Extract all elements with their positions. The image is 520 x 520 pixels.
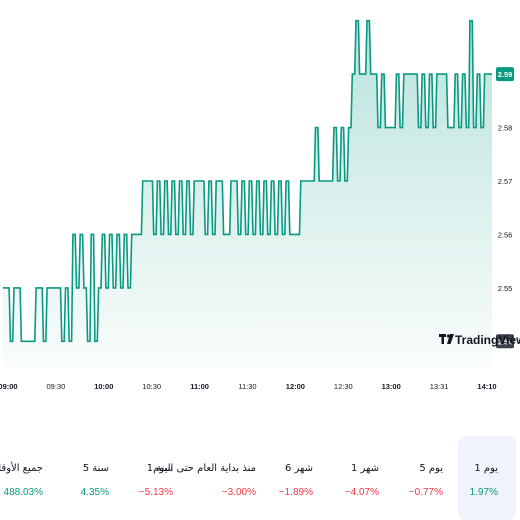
period-change-value: 1.97% <box>469 487 498 498</box>
x-tick-label: 12:30 <box>334 382 353 391</box>
period-option[interactable]: 6 شهر −1.89% <box>187 436 317 520</box>
period-label: 5 سنة <box>82 463 109 474</box>
y-tick-label: 2.56 <box>498 230 513 239</box>
period-option[interactable]: 1 يوم 1.97% <box>458 436 516 520</box>
x-tick-label: 10:00 <box>94 382 113 391</box>
last-price-label: 2.59 <box>498 70 513 79</box>
period-option[interactable]: 5 يوم −0.77% <box>317 436 447 520</box>
period-option[interactable]: 1 سنة −5.13% <box>47 436 177 520</box>
tradingview-watermark: TradingView <box>439 333 520 347</box>
low-price-label: 2.54 <box>498 337 513 346</box>
y-tick-label: 2.57 <box>498 177 513 186</box>
x-tick-label: 13:31 <box>430 382 449 391</box>
period-option[interactable]: منذ بداية العام حتى اليوم −3.00% <box>130 436 260 520</box>
low-price-badge <box>496 334 514 349</box>
price-line <box>2 19 492 343</box>
x-tick-label: 09:00 <box>0 382 18 391</box>
period-change-value: −5.13% <box>138 487 173 498</box>
price-area-fill <box>3 20 492 368</box>
period-change-value: −3.00% <box>221 487 256 498</box>
period-label: جميع الأوقات <box>0 463 43 474</box>
period-option[interactable]: جميع الأوقات 488.03% <box>0 436 47 520</box>
x-tick-label: 09:30 <box>47 382 66 391</box>
x-tick-label: 10:30 <box>142 382 161 391</box>
period-label: 1 شهر <box>350 463 379 474</box>
x-tick-label: 13:00 <box>382 382 401 391</box>
watermark-text: TradingView <box>455 333 520 347</box>
period-label: منذ بداية العام حتى اليوم <box>153 463 256 474</box>
y-tick-label: 2.58 <box>498 124 513 133</box>
period-label: 1 يوم <box>474 463 498 474</box>
period-change-value: −0.77% <box>408 487 443 498</box>
last-price-badge <box>496 67 514 82</box>
period-label: 5 يوم <box>419 463 443 474</box>
period-change-value: 488.03% <box>3 487 43 498</box>
period-label: 1 سنة <box>146 463 173 474</box>
period-label: 6 شهر <box>284 463 313 474</box>
x-tick-label: 12:00 <box>286 382 305 391</box>
period-option[interactable]: 1 شهر −4.07% <box>253 436 383 520</box>
x-tick-label: 14:10 <box>477 382 496 391</box>
period-selector: 1 يوم 1.97% 5 يوم −0.77% 1 شهر −4.07% 6 شهر −1.… <box>0 436 520 520</box>
x-tick-label: 11:30 <box>238 382 256 391</box>
period-change-value: −1.89% <box>278 487 313 498</box>
x-tick-label: 11:00 <box>190 382 209 391</box>
y-tick-label: 2.55 <box>498 284 513 293</box>
period-option[interactable]: 5 سنة 4.35% <box>0 436 113 520</box>
price-chart[interactable]: 2.55 2.56 2.57 2.58 2.59 2.54 09:00 09:30 10:00… <box>0 0 520 400</box>
tradingview-logo-icon <box>439 334 454 344</box>
period-change-value: 4.35% <box>80 487 109 498</box>
period-change-value: −4.07% <box>344 487 379 498</box>
